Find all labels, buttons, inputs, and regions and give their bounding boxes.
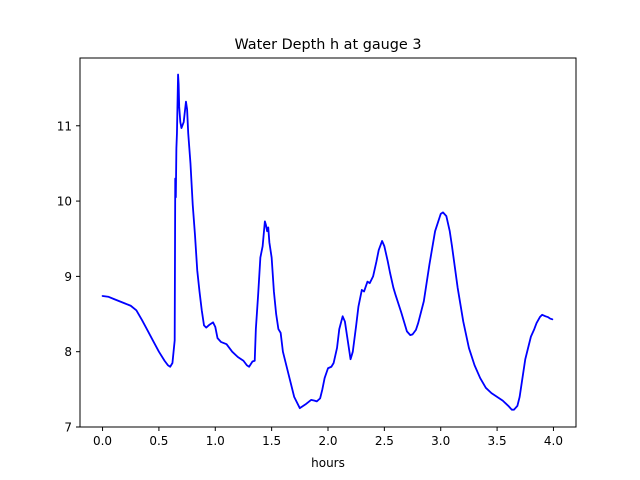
y-tick-label: 9 (64, 270, 72, 284)
chart-title: Water Depth h at gauge 3 (234, 37, 421, 53)
y-tick-label: 7 (64, 421, 72, 435)
y-tick-label: 10 (57, 195, 72, 209)
ticks: 0.0 0.5 1.0 1.5 2.0 2.5 3.0 3.5 4.0 7 8 9 10 11 (57, 119, 563, 448)
x-tick-label: 0.5 (149, 434, 168, 448)
y-tick-label: 8 (64, 345, 72, 359)
x-tick-label: 1.5 (262, 434, 281, 448)
x-tick-label: 3.5 (488, 434, 507, 448)
x-tick-label: 2.0 (318, 434, 337, 448)
x-tick-label: 1.0 (206, 434, 225, 448)
x-tick-label: 2.5 (375, 434, 394, 448)
series-line-0 (101, 73, 554, 411)
x-axis-label: hours (311, 456, 345, 470)
x-tick-label: 4.0 (544, 434, 563, 448)
x-tick-label: 3.0 (431, 434, 450, 448)
y-tick-label: 11 (57, 119, 72, 133)
x-tick-label: 0.0 (93, 434, 112, 448)
plot-area (101, 73, 554, 411)
